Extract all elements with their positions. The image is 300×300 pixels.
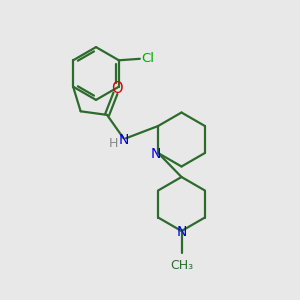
Text: Cl: Cl	[141, 52, 154, 65]
Text: O: O	[111, 81, 122, 96]
Text: N: N	[176, 225, 187, 238]
Text: N: N	[151, 147, 161, 160]
Text: CH₃: CH₃	[170, 259, 193, 272]
Text: N: N	[119, 133, 129, 147]
Text: H: H	[109, 137, 119, 150]
